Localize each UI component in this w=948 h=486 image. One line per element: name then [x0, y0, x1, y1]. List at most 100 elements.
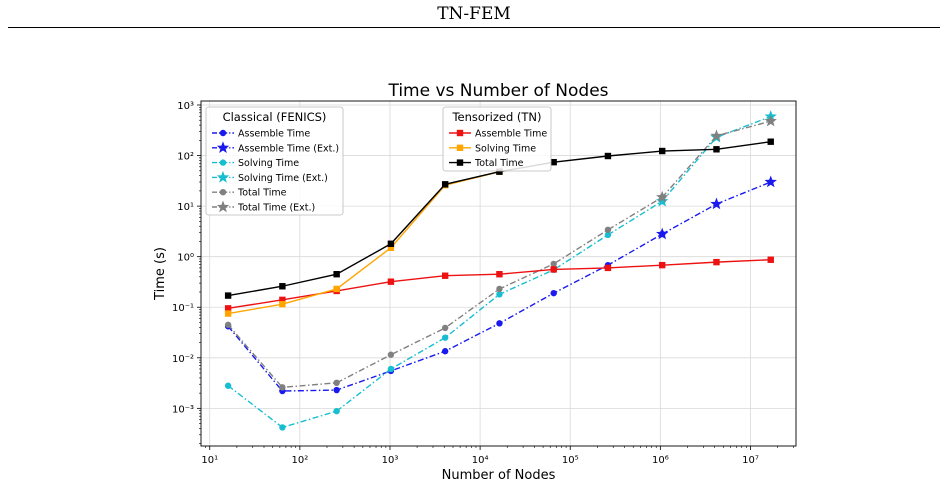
legend-label: Solving Time	[475, 143, 536, 154]
data-point	[224, 310, 232, 317]
data-point	[496, 271, 503, 278]
legend-swatch-marker	[456, 129, 464, 137]
data-point	[279, 283, 286, 290]
legend-label: Total Time (Ext.)	[237, 203, 315, 214]
y-tick-label: 10⁰	[177, 253, 194, 264]
x-tick-label: 10²	[291, 455, 308, 466]
data-point	[550, 260, 557, 268]
data-point	[713, 146, 720, 153]
data-point	[441, 324, 449, 332]
data-point	[387, 278, 395, 285]
series-fenics-assemble-time-ext	[656, 175, 777, 240]
data-point	[387, 365, 395, 373]
legend-swatch-marker	[219, 129, 227, 137]
x-tick-label: 10⁶	[652, 455, 669, 466]
x-tick-label: 10⁷	[742, 455, 759, 466]
data-point	[387, 351, 395, 358]
data-point	[387, 240, 395, 247]
data-point	[767, 138, 774, 145]
legend-label: Assemble Time	[238, 129, 310, 140]
y-tick-label: 10⁻³	[172, 404, 194, 415]
data-point	[224, 292, 232, 299]
data-point	[604, 264, 612, 272]
data-point	[224, 382, 232, 389]
data-point	[496, 291, 503, 298]
data-point	[550, 289, 557, 297]
y-tick-label: 10²	[177, 152, 194, 163]
legend-label: Assemble Time (Ext.)	[238, 143, 339, 154]
data-point	[333, 285, 340, 293]
data-point	[333, 271, 340, 278]
series-fenics-total-time	[224, 194, 666, 391]
data-point	[604, 152, 612, 160]
data-point	[333, 379, 340, 387]
x-tick-label: 10⁵	[562, 455, 579, 466]
series-tn-total-time	[224, 138, 774, 299]
legend-swatch-marker	[219, 189, 227, 196]
data-point	[496, 285, 503, 293]
series-tn-assemble-time	[224, 256, 774, 312]
y-tick-label: 10⁻¹	[172, 303, 194, 314]
x-tick-label: 10³	[382, 455, 399, 466]
chart-title: Time vs Number of Nodes	[387, 81, 608, 101]
header-rule	[8, 27, 940, 28]
data-point	[279, 384, 286, 391]
data-point	[496, 168, 503, 175]
legend-box	[205, 106, 344, 216]
data-point	[441, 348, 449, 355]
legend-swatch-marker	[216, 200, 230, 213]
y-axis-label: Time (s)	[153, 247, 168, 301]
legend-swatch-marker	[219, 159, 227, 166]
running-head-title: TN-FEM	[437, 4, 511, 24]
data-point	[441, 272, 449, 279]
data-point	[604, 226, 612, 234]
data-point	[764, 114, 777, 127]
legend-label: Total Time	[474, 158, 524, 169]
x-tick-label: 10¹	[201, 455, 218, 466]
series-line	[227, 200, 663, 429]
data-point	[656, 190, 669, 203]
y-tick-label: 10⁻²	[172, 354, 194, 365]
x-tick-label: 10⁴	[472, 455, 489, 466]
legend-title: Tensorized (TN)	[451, 110, 541, 124]
legend-tensorized: Tensorized (TN) Assemble Time Solving Time…	[442, 106, 552, 172]
data-point	[764, 175, 777, 188]
x-axis-label: Number of Nodes	[442, 468, 556, 483]
legend-swatch-marker	[216, 141, 230, 154]
series-line	[227, 196, 663, 389]
data-point	[441, 334, 449, 341]
data-point	[656, 194, 669, 207]
data-point	[604, 231, 612, 239]
plot-frame	[200, 100, 797, 447]
legend-label: Solving Time	[238, 158, 299, 169]
data-point	[441, 181, 449, 188]
series-fenics-assemble-time	[224, 230, 666, 395]
data-point	[710, 129, 723, 142]
legend-box	[442, 106, 552, 172]
series-fenics-total-time-ext	[656, 114, 777, 203]
data-point	[279, 296, 286, 304]
series-line	[228, 259, 771, 310]
data-point	[224, 321, 232, 328]
series-line	[661, 120, 771, 198]
legend-label: Total Time	[237, 188, 287, 199]
series-fenics-solving-time	[224, 198, 666, 431]
data-point	[767, 256, 774, 263]
page-header: TN-FEM	[0, 0, 948, 28]
series-line	[227, 233, 663, 392]
legend-label: Assemble Time	[475, 129, 547, 140]
data-point	[496, 320, 503, 327]
data-point	[550, 266, 557, 273]
data-point	[550, 158, 557, 166]
data-point	[713, 258, 720, 266]
data-point	[333, 407, 340, 415]
y-tick-label: 10³	[177, 101, 194, 112]
data-point	[333, 386, 340, 394]
legend-swatch-marker	[456, 144, 464, 151]
data-point	[279, 300, 286, 308]
series-line	[661, 181, 771, 235]
legend-swatch-marker	[456, 159, 464, 166]
legend-classical: Classical (FENICS) Assemble Time Assemble …	[205, 106, 344, 216]
legend-label: Solving Time (Ext.)	[238, 173, 328, 184]
